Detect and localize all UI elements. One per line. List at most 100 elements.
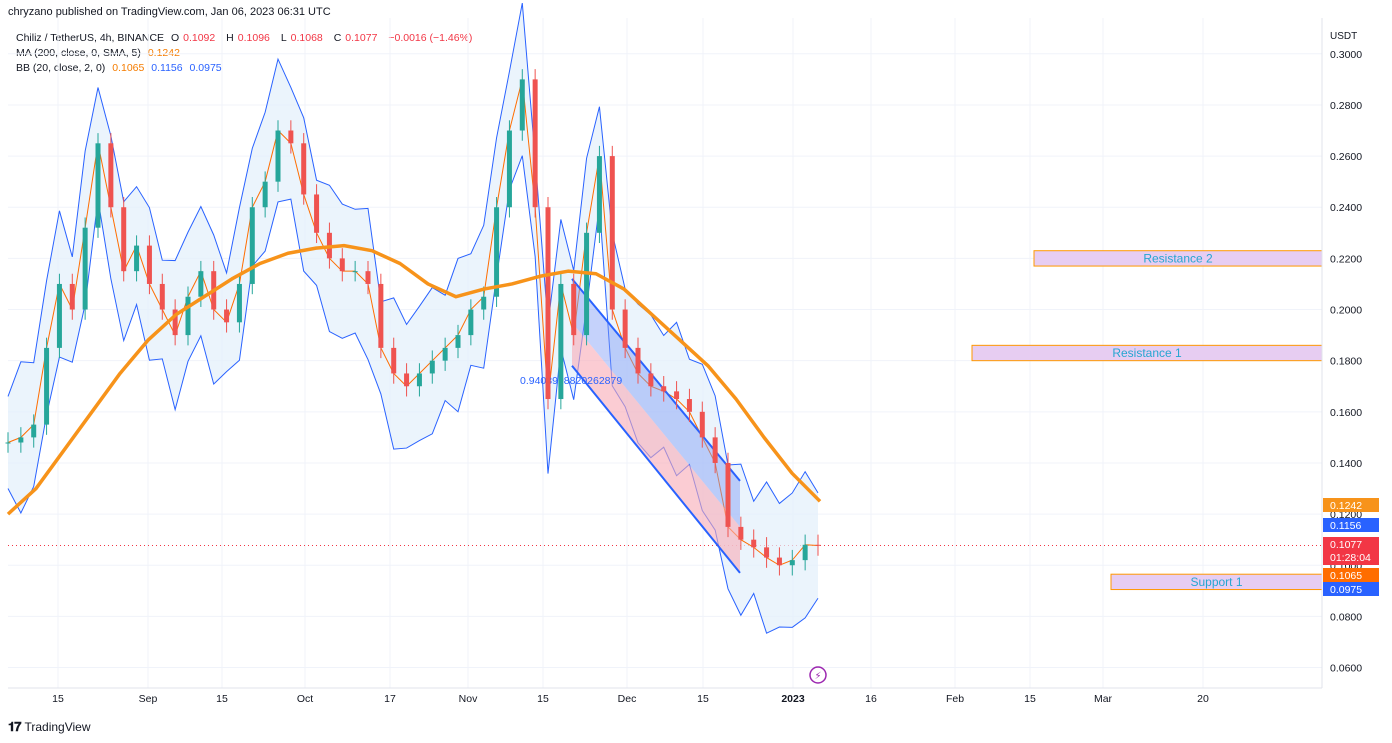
candle-body: [56, 283, 62, 348]
ma-value: 0.1242: [147, 47, 180, 59]
x-tick-label: 15: [1024, 693, 1036, 705]
candle-body: [288, 130, 294, 144]
price-tag-label: 0.1156: [1330, 520, 1361, 532]
x-axis: 15 Sep 15 Oct 17 Nov 15 Dec 15 2023 16 Feb 15 Mar 20 ⚡: [8, 666, 1322, 705]
tradingview-logo[interactable]: 𝟏𝟕 TradingView: [8, 719, 91, 735]
candle-body: [95, 143, 101, 228]
open-label: O: [170, 32, 180, 44]
candle-body: [738, 526, 744, 540]
legend-symbol-row: Chiliz / TetherUS, 4h, BINANCE O 0.1092 H…: [16, 32, 476, 44]
candle-body: [519, 79, 525, 131]
bb-upper-value: 0.1156: [151, 62, 183, 74]
channel-label: 0.9403998820262879: [520, 375, 622, 387]
ma-line: [6, 243, 822, 516]
candle-body: [764, 547, 770, 558]
price-tag-label: 0.1077: [1330, 539, 1362, 551]
x-tick-label: Oct: [297, 693, 313, 705]
candle-body: [789, 560, 795, 566]
candle-body: [558, 283, 564, 400]
bb-lower-value: 0.0975: [189, 62, 222, 74]
candle-body: [134, 245, 140, 272]
candle-body: [69, 283, 75, 310]
y-tick-label: 0.2200: [1330, 253, 1362, 265]
x-tick-label: Feb: [946, 693, 964, 705]
price-tag: [1323, 537, 1379, 565]
x-tick-label: 15: [537, 693, 549, 705]
x-tick-label: 15: [216, 693, 228, 705]
y-axis: 0.3000 0.2800 0.2600 0.2400 0.2200 0.2000 0.18…: [1321, 18, 1362, 688]
candle-body: [108, 143, 114, 208]
price-tag: [1323, 518, 1379, 532]
candle-body: [314, 194, 320, 233]
bb-fill: [8, 3, 818, 634]
candle-body: [185, 296, 191, 336]
candle-body: [172, 309, 178, 336]
price-tag: [1323, 582, 1379, 596]
y-tick-label: 0.3000: [1330, 49, 1362, 61]
candle-body: [751, 539, 757, 548]
y-tick-label: 0.2600: [1330, 151, 1362, 163]
candle-body: [262, 181, 268, 208]
zones: Resistance 2 Resistance 1 Support 1: [971, 250, 1323, 591]
y-tick-label: 0.2400: [1330, 202, 1362, 214]
channel-upper-fill: [572, 278, 740, 527]
candle-body: [442, 347, 448, 361]
candle-body: [339, 258, 345, 272]
candle-body: [391, 347, 397, 374]
x-tick-label: 16: [865, 693, 877, 705]
lightning-icon[interactable]: [809, 666, 827, 684]
ma200-line: [6, 243, 822, 516]
candle-body: [416, 373, 422, 387]
candle-body: [725, 462, 731, 527]
candle-body: [121, 207, 127, 272]
x-tick-label: Dec: [618, 693, 637, 705]
price-tag-label: 0.0975: [1330, 584, 1362, 596]
y-tick-label: 0.1600: [1330, 407, 1362, 419]
candle-body: [224, 309, 230, 323]
change-value: −0.0016 (−1.46%): [388, 32, 473, 44]
price-tag-label: 0.1065: [1330, 570, 1362, 582]
bb-basis-value: 0.1065: [112, 62, 145, 74]
candle-body: [5, 442, 11, 444]
candle-body: [686, 399, 692, 412]
low-value: 0.1068: [290, 32, 323, 44]
symbol-label[interactable]: Chiliz / TetherUS, 4h, BINANCE: [16, 32, 165, 44]
candle-body: [635, 347, 641, 374]
candle-body: [609, 156, 615, 310]
candle-body: [275, 130, 281, 182]
zone-label: Support 1: [1190, 575, 1242, 589]
candle-body: [596, 156, 602, 233]
legend-bb-row[interactable]: BB (20, close, 2, 0) 0.1065 0.1156 0.097…: [16, 62, 226, 74]
candle-body: [82, 227, 88, 310]
candle-body: [622, 309, 628, 348]
candle-body: [776, 557, 782, 566]
close-label: C: [333, 32, 342, 44]
candle-body: [159, 283, 165, 310]
x-tick-label: 15: [697, 693, 709, 705]
price-tag-label: 0.1242: [1330, 500, 1362, 512]
candle-body: [532, 79, 538, 208]
y-tick-label: 0.0600: [1330, 663, 1362, 675]
currency-label: USDT: [1330, 31, 1358, 42]
candle-body: [545, 207, 551, 400]
x-tick-label: 20: [1197, 693, 1209, 705]
y-tick-label: 0.1400: [1330, 458, 1362, 470]
candle-body: [481, 296, 487, 310]
ma-label: MA (200, close, 0, SMA, 5): [16, 47, 141, 59]
candles: [5, 69, 821, 576]
x-tick-label: Sep: [139, 693, 158, 705]
channel-lower-fill: [572, 322, 740, 573]
candle-body: [429, 360, 435, 374]
open-value: 0.1092: [183, 32, 216, 44]
candle-body: [468, 309, 474, 336]
candle-body: [18, 437, 24, 443]
candle-body: [506, 130, 512, 208]
bollinger-bands: [7, 2, 819, 634]
candle-body: [249, 207, 255, 284]
y-tick-label: 0.2000: [1330, 305, 1362, 317]
legend-ma-row[interactable]: MA (200, close, 0, SMA, 5) 0.1242: [16, 47, 184, 59]
y-tick-label: 0.0800: [1330, 611, 1362, 623]
price-tag: [1323, 498, 1379, 512]
